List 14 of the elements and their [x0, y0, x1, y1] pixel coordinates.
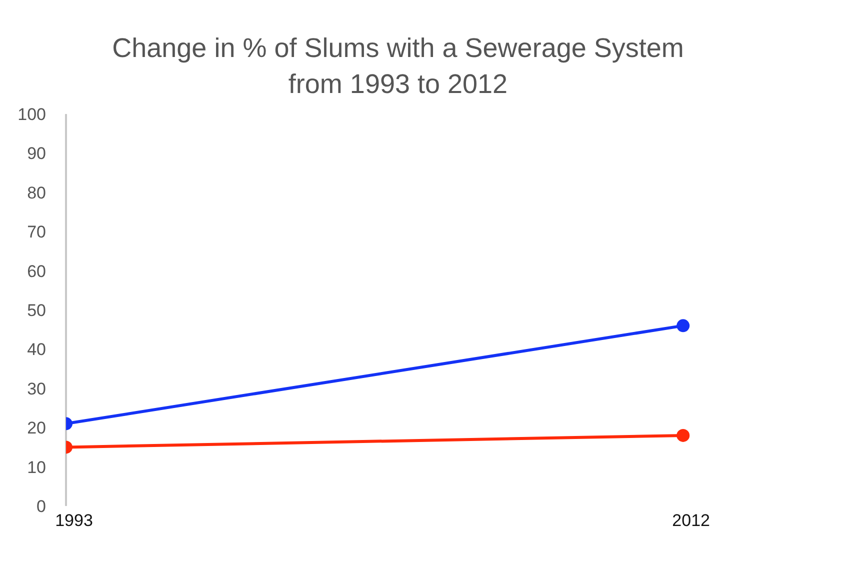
y-tick-label: 90 — [27, 144, 46, 164]
y-tick-label: 40 — [27, 340, 46, 360]
y-tick-label: 100 — [18, 105, 46, 124]
x-tick-label: 1993 — [55, 511, 93, 530]
y-tick-label: 30 — [27, 379, 46, 398]
chart-title: Change in % of Slums with a Sewerage System from 1993 to 2012 — [111, 32, 685, 101]
x-tick-label: 2012 — [672, 511, 710, 530]
y-tick-label: 80 — [27, 183, 46, 202]
y-tick-label: 10 — [27, 458, 46, 477]
y-tick-label: 20 — [27, 418, 46, 438]
y-tick-label: 60 — [27, 262, 46, 281]
y-tick-label: 50 — [27, 301, 46, 320]
y-tick-label: 70 — [27, 222, 46, 242]
y-tick-label: 0 — [36, 497, 46, 516]
